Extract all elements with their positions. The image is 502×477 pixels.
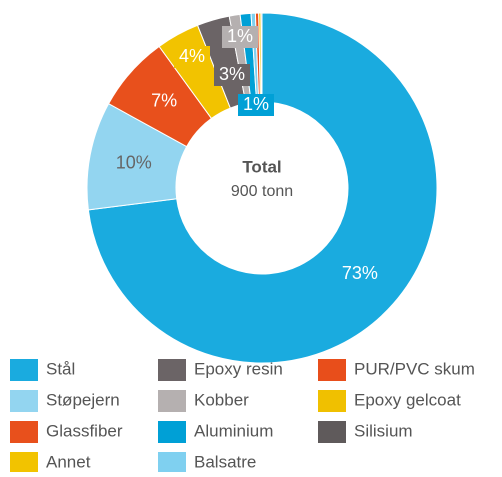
legend-swatch xyxy=(158,359,186,381)
legend-label: Stål xyxy=(46,359,75,378)
legend-swatch xyxy=(158,390,186,412)
label-bg xyxy=(214,64,250,86)
legend-swatch xyxy=(318,421,346,443)
legend-label: Epoxy resin xyxy=(194,359,283,378)
legend-swatch xyxy=(158,421,186,443)
label-bg xyxy=(174,46,210,68)
legend-swatch xyxy=(10,421,38,443)
slice xyxy=(260,12,263,103)
label-bg xyxy=(238,94,274,116)
value-label: 73% xyxy=(342,263,378,283)
value-label: 10% xyxy=(116,152,152,172)
legend-label: Aluminium xyxy=(194,421,273,440)
legend-swatch xyxy=(318,359,346,381)
legend-swatch xyxy=(10,359,38,381)
legend-label: Epoxy gelcoat xyxy=(354,390,461,409)
legend: Stål Støpejern Glassfiber Annet Epoxy resin K… xyxy=(10,359,475,474)
labels: 73% 10% 7% 4% 3% 1% 1% xyxy=(116,26,378,283)
value-label: 3% xyxy=(219,64,245,84)
value-label: 1% xyxy=(227,26,253,46)
value-label: 7% xyxy=(151,90,177,110)
value-label: 4% xyxy=(179,46,205,66)
legend-label: Silisium xyxy=(354,421,413,440)
slice xyxy=(87,12,438,364)
legend-swatch xyxy=(10,390,38,412)
center-title: Total xyxy=(242,157,281,176)
legend-swatch xyxy=(318,390,346,412)
legend-swatch xyxy=(158,452,186,474)
value-label: 1% xyxy=(243,94,269,114)
legend-label: Kobber xyxy=(194,390,249,409)
legend-label: PUR/PVC skum xyxy=(354,359,475,378)
legend-label: Støpejern xyxy=(46,390,120,409)
legend-label: Glassfiber xyxy=(46,421,123,440)
legend-swatch xyxy=(10,452,38,474)
center-subtitle: 900 tonn xyxy=(231,183,293,200)
legend-label: Annet xyxy=(46,452,91,471)
legend-label: Balsatre xyxy=(194,452,256,471)
label-bg xyxy=(222,26,258,48)
